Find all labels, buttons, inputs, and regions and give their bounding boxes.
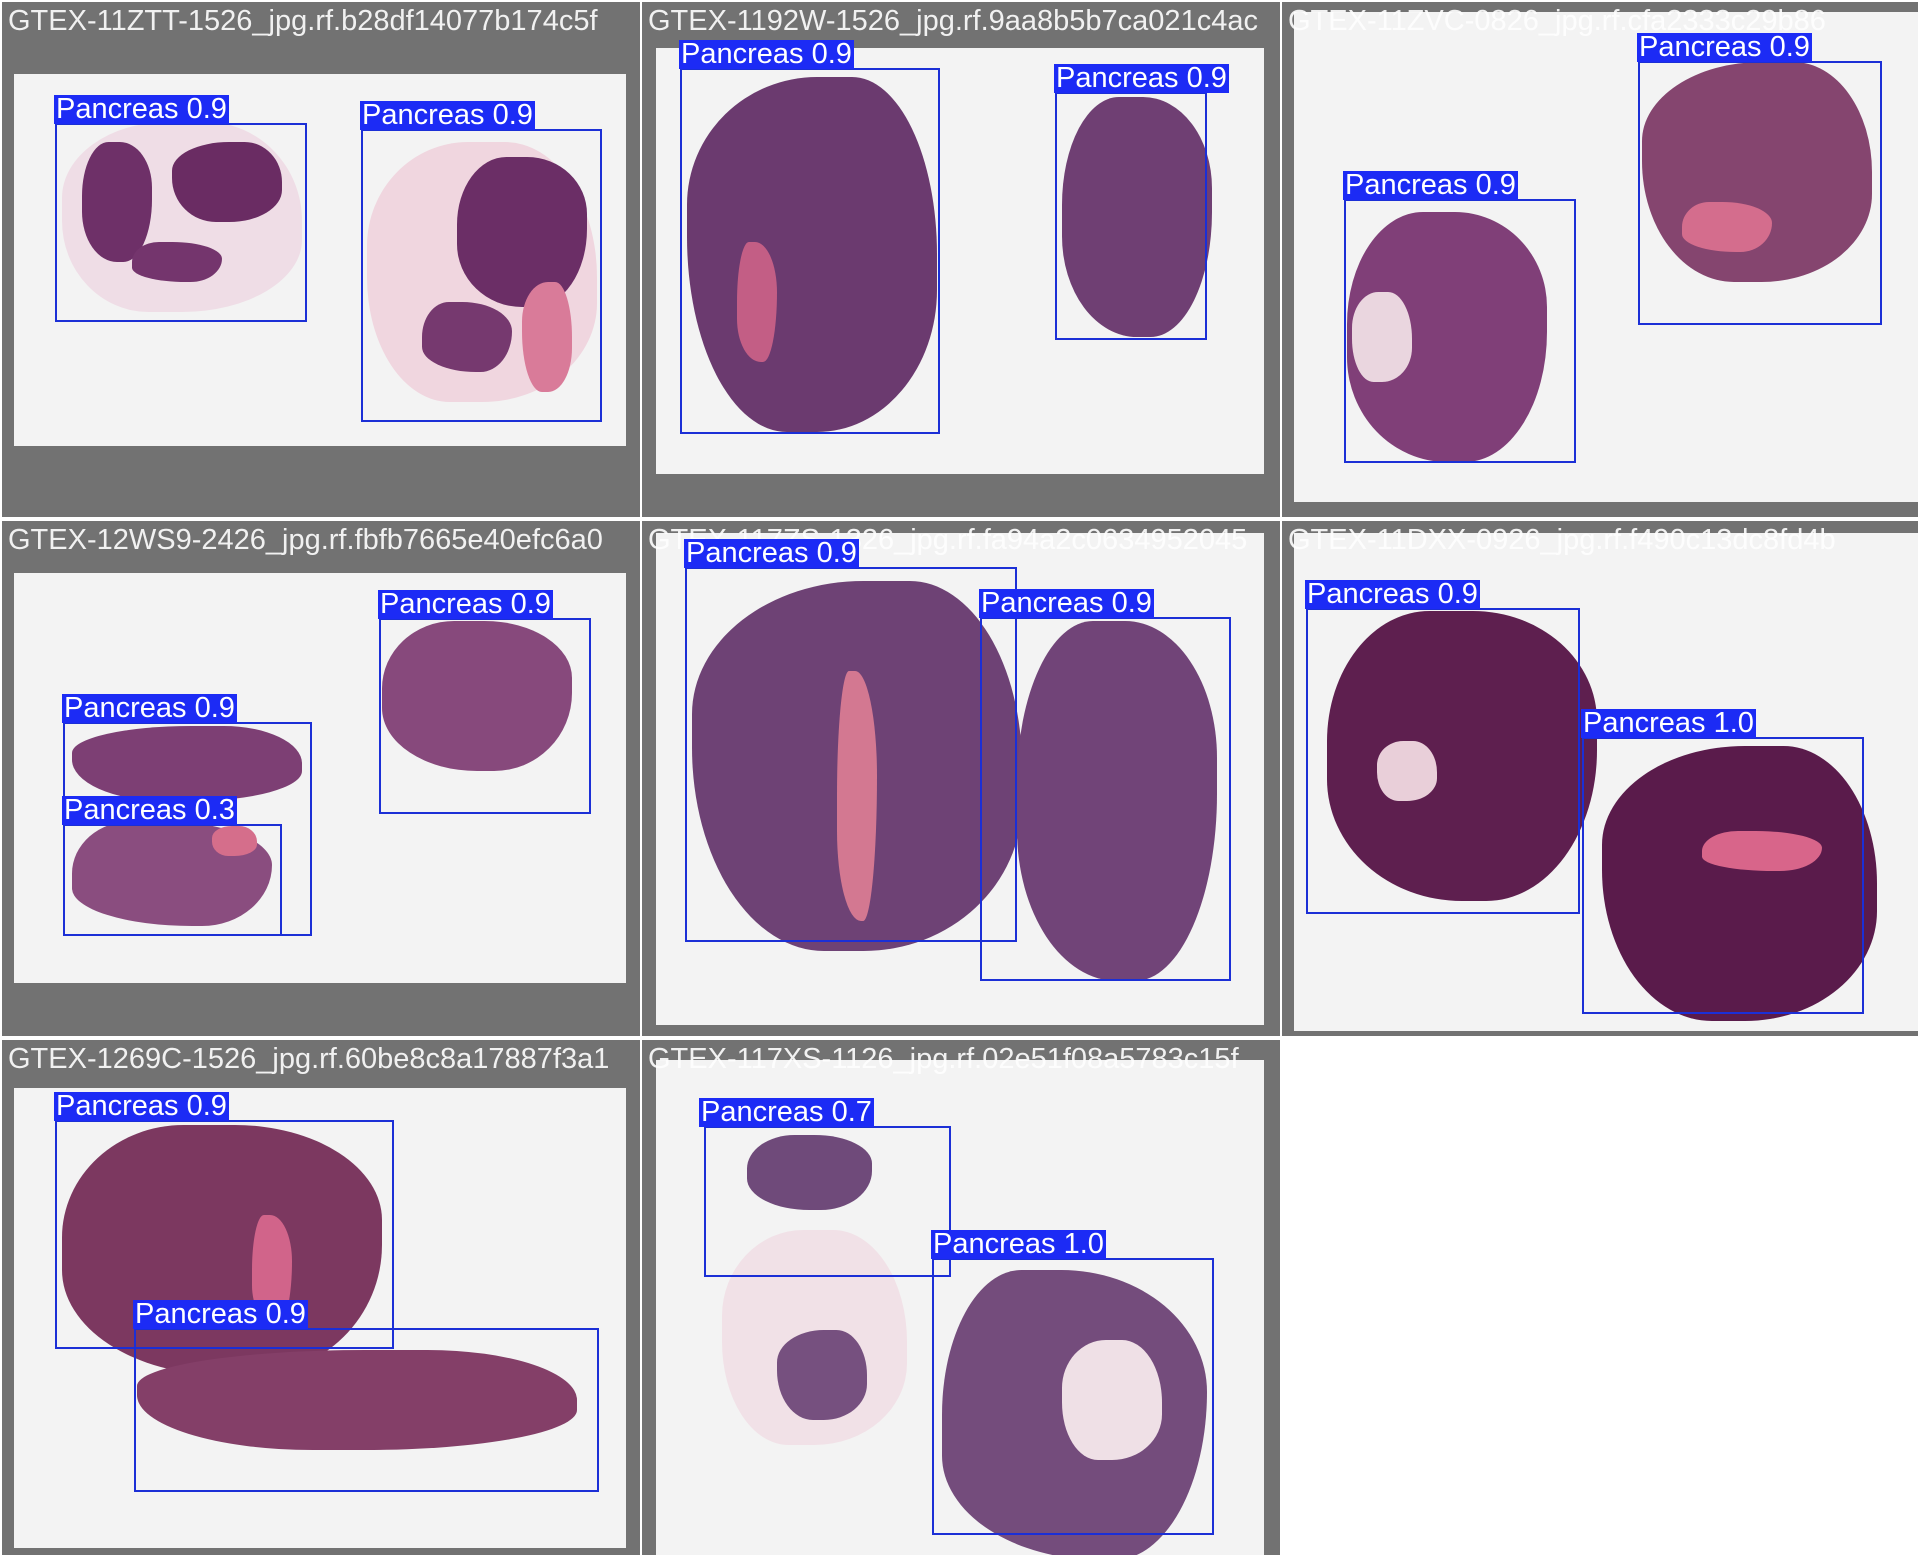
image-caption: GTEX-11DXX-0926_jpg.rf.f490c13dc8fd4b [1288,524,1836,556]
tile-6: GTEX-11DXX-0926_jpg.rf.f490c13dc8fd4b Pa… [1282,521,1918,1036]
tissue-lobule [82,142,152,262]
tile-5: GTEX-117ZS-1326_jpg.rf.fa94a2c0634952045… [642,521,1280,1036]
tissue-lobule [72,726,302,801]
detection-label: Pancreas 0.9 [684,537,859,569]
tissue-lobule [777,1330,867,1420]
detection-label: Pancreas 0.9 [1343,169,1518,201]
tissue-fat [1062,1340,1162,1460]
tissue-lobule [62,1125,382,1375]
detection-label: Pancreas 0.9 [360,99,535,131]
tissue-vessel [212,826,257,856]
detection-label: Pancreas 0.9 [133,1298,308,1330]
detection-label: Pancreas 0.9 [54,1090,229,1122]
detection-box [980,617,1231,981]
detection-label: Pancreas 0.9 [979,587,1154,619]
image-caption: GTEX-11ZTT-1526_jpg.rf.b28df14077b174c5f [8,5,598,37]
detection-label: Pancreas 0.9 [62,692,237,724]
detection-box [1638,61,1882,325]
detection-label: Pancreas 0.9 [1054,62,1229,94]
detection-box [680,68,940,434]
tile-8: GTEX-117XS-1126_jpg.rf.02e51f08a5783c15f… [642,1040,1280,1555]
detection-box [55,123,307,322]
detection-label: Pancreas 1.0 [931,1228,1106,1260]
image-caption: GTEX-1269C-1526_jpg.rf.60be8c8a17887f3a1 [8,1043,610,1075]
tissue-lobule [687,77,937,432]
tissue-vessel [737,242,777,362]
detection-box [1055,92,1207,340]
detection-box [379,618,591,814]
tissue-lobule [172,142,282,222]
detection-box [704,1126,951,1277]
image-caption: GTEX-117XS-1126_jpg.rf.02e51f08a5783c15f [648,1043,1239,1075]
tile-2: GTEX-1192W-1526_jpg.rf.9aa8b5b7ca021c4ac… [642,2,1280,517]
detection-box [932,1258,1214,1535]
detection-label: Pancreas 0.9 [1305,578,1480,610]
detection-box [134,1328,599,1492]
tissue-lobule [137,1350,577,1450]
detection-label: Pancreas 0.7 [699,1096,874,1128]
detection-label: Pancreas 0.9 [679,38,854,70]
tissue-lobule [1327,611,1597,901]
detection-label: Pancreas 0.9 [378,588,553,620]
tissue-vessel [1702,831,1822,871]
tissue-fat [1352,292,1412,382]
detection-label: Pancreas 0.9 [54,93,229,125]
tissue-vessel [522,282,572,392]
tissue-vessel [1682,202,1772,252]
tissue-fat [1377,741,1437,801]
tissue-lobule [1602,746,1877,1021]
tile-7: GTEX-1269C-1526_jpg.rf.60be8c8a17887f3a1… [2,1040,640,1555]
detection-label: Pancreas 0.9 [1637,31,1812,63]
tissue-lobule [132,242,222,282]
detection-label: Pancreas 0.3 [62,794,237,826]
tile-3: GTEX-11ZVC-0826_jpg.rf.cfa2333c29b86 Pan… [1282,2,1918,517]
image-caption: GTEX-12WS9-2426_jpg.rf.fbfb7665e40efc6a0 [8,524,603,556]
detection-label: Pancreas 1.0 [1581,707,1756,739]
tissue-lobule [382,621,572,771]
image-caption: GTEX-11ZVC-0826_jpg.rf.cfa2333c29b86 [1288,5,1826,37]
detection-box [685,567,1017,942]
tissue-lobule [422,302,512,372]
image-caption: GTEX-1192W-1526_jpg.rf.9aa8b5b7ca021c4ac [648,5,1258,37]
tile-4: GTEX-12WS9-2426_jpg.rf.fbfb7665e40efc6a0… [2,521,640,1036]
tile-1: GTEX-11ZTT-1526_jpg.rf.b28df14077b174c5f… [2,2,640,517]
detection-box [55,1120,394,1349]
detection-box [63,824,282,936]
tissue-lobule [747,1135,872,1210]
tissue-lobule [1017,621,1217,981]
detection-box [361,129,602,422]
tissue-lobule [1062,97,1212,337]
tissue-lobule [457,157,587,307]
detection-box [1344,199,1576,463]
detection-box [1582,737,1864,1014]
tissue-vessel [837,671,877,921]
detection-box [1306,608,1580,914]
